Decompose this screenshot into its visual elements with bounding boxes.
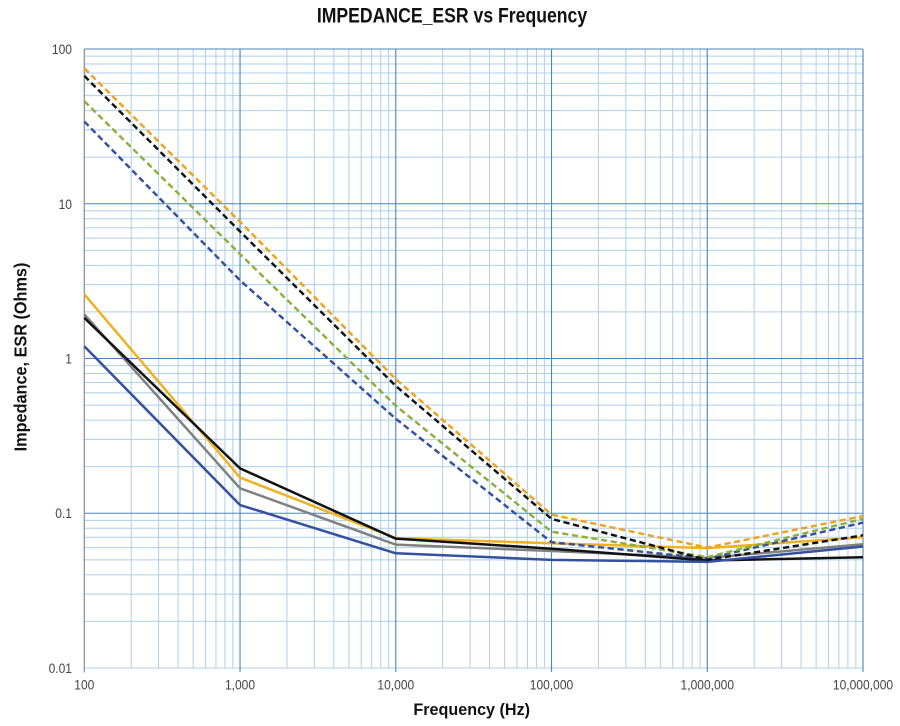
svg-text:0.01: 0.01 [49,660,72,676]
svg-text:1,000: 1,000 [225,677,255,693]
svg-text:10: 10 [59,196,72,212]
svg-text:100: 100 [74,677,94,693]
svg-text:100,000: 100,000 [530,677,573,693]
svg-text:Frequency (Hz): Frequency (Hz) [413,700,530,719]
svg-text:Impedance, ESR (Ohms): Impedance, ESR (Ohms) [11,263,31,452]
svg-text:10,000,000: 10,000,000 [833,677,893,693]
svg-text:IMPEDANCE_ESR vs Frequency: IMPEDANCE_ESR vs Frequency [317,4,587,28]
svg-text:1: 1 [65,351,72,367]
svg-text:0.1: 0.1 [55,505,72,521]
svg-text:1,000,000: 1,000,000 [681,677,735,693]
svg-text:10,000: 10,000 [377,677,414,693]
svg-text:100: 100 [52,41,72,57]
